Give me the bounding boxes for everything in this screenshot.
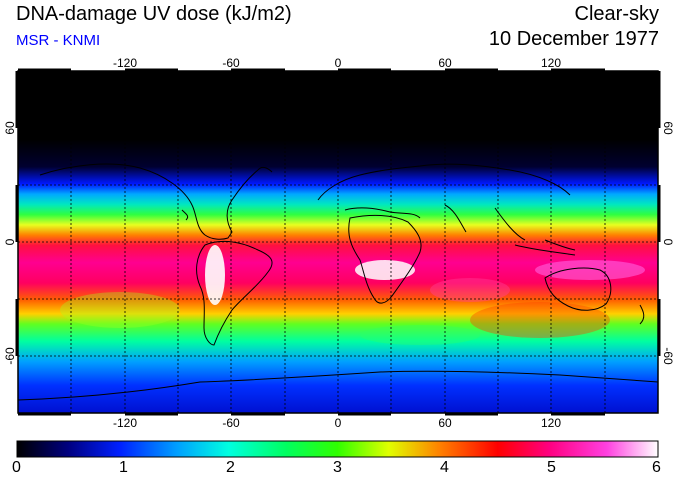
uv-field-variations (60, 245, 645, 345)
colorbar-label: 5 (547, 459, 556, 476)
map-date: 10 December 1977 (488, 28, 659, 50)
lon-tick-bottom: -60 (222, 416, 240, 430)
lon-tick-bottom: -120 (113, 416, 137, 430)
map-source: MSR - KNMI (16, 32, 101, 49)
lon-tick-top: -60 (222, 56, 240, 70)
lon-tick-top: 120 (541, 56, 561, 70)
lat-tick-left: 0 (3, 238, 17, 245)
lon-tick-bottom: 120 (541, 416, 561, 430)
colorbar (16, 440, 659, 458)
lon-tick-top: 60 (438, 56, 452, 70)
lat-tick-left: 60 (3, 121, 17, 135)
lat-tick-right: 0 (661, 239, 675, 246)
colorbar-label: 6 (652, 459, 661, 476)
frame-ticks (15, 68, 661, 416)
lon-tick-bottom: 60 (438, 416, 452, 430)
lat-tick-right: -60 (661, 347, 675, 365)
lat-tick-right: 60 (661, 121, 675, 135)
lon-tick-top: -120 (113, 56, 137, 70)
graticule (18, 71, 658, 413)
coastlines (18, 163, 658, 401)
colorbar-label: 1 (119, 459, 128, 476)
map-title: DNA-damage UV dose (kJ/m2) (16, 3, 292, 25)
colorbar-label: 3 (333, 459, 342, 476)
colorbar-label: 2 (226, 459, 235, 476)
colorbar-label: 4 (440, 459, 449, 476)
lon-tick-bottom: 0 (335, 416, 342, 430)
axis-labels: -120 -60 0 60 120 -120 -60 0 60 120 60 0… (3, 56, 675, 430)
lon-tick-top: 0 (335, 56, 342, 70)
lat-tick-left: -60 (3, 347, 17, 365)
colorbar-label: 0 (12, 459, 21, 476)
sky-condition: Clear-sky (574, 3, 659, 25)
